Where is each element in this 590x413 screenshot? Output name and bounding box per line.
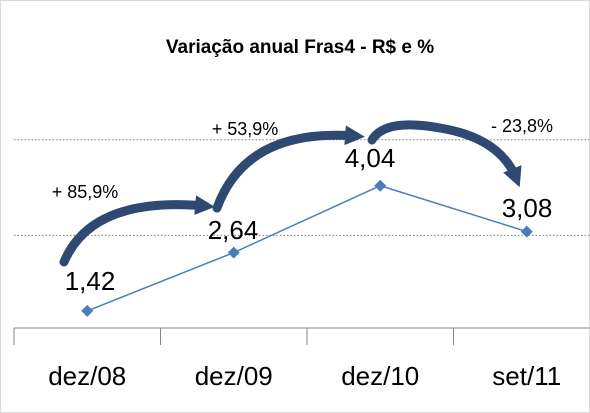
x-tick-label: dez/09 [195, 361, 273, 391]
x-tick-label: set/11 [492, 361, 561, 391]
point [520, 225, 533, 238]
x-tick-label: dez/10 [341, 361, 419, 391]
point [374, 179, 387, 192]
x-tick-label: dez/08 [48, 361, 126, 391]
arrow [212, 125, 365, 213]
point [227, 246, 240, 259]
chart-title: Variação anual Fras4 - R$ e % [166, 37, 434, 58]
data-label: 2,64 [208, 215, 259, 245]
annotation: - 23,8% [491, 116, 553, 136]
annotation: + 85,9% [52, 182, 119, 202]
data-label: 1,42 [65, 266, 116, 296]
annotation: + 53,9% [212, 119, 279, 139]
arrows [59, 120, 522, 267]
arrow [367, 120, 522, 188]
data-label: 3,08 [502, 193, 553, 223]
data-label: 4,04 [345, 143, 396, 173]
series-line [86, 184, 527, 312]
point [81, 304, 94, 317]
arrow [59, 195, 215, 267]
